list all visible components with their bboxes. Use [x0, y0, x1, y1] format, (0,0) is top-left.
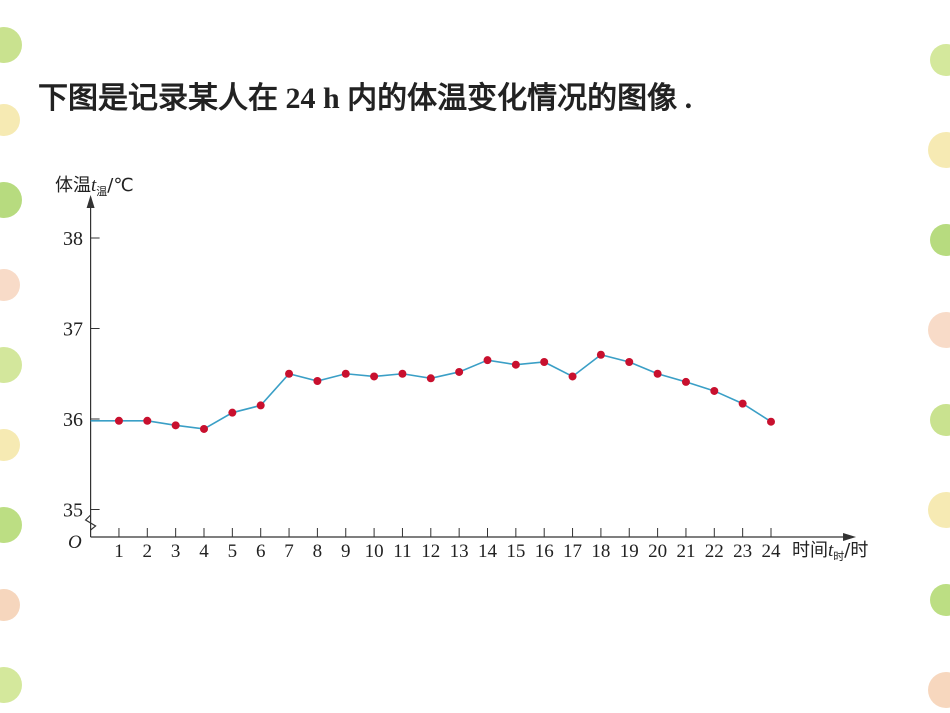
x-tick-label: 2 — [143, 541, 153, 562]
x-tick-label: 18 — [591, 541, 610, 562]
x-tick-label: 9 — [341, 541, 351, 562]
point — [114, 416, 123, 425]
x-tick-label: 22 — [705, 541, 724, 562]
point — [171, 421, 180, 430]
axis-label-part: 温 — [96, 185, 107, 198]
point — [228, 408, 237, 417]
axis-label-part: t — [91, 175, 97, 196]
x-tick-label: 3 — [171, 541, 181, 562]
point — [681, 377, 690, 386]
x-tick-label: 21 — [676, 541, 695, 562]
axis-label: 时间t时/时 — [792, 540, 868, 563]
x-tick-label: 12 — [421, 541, 440, 562]
x-tick-label: 14 — [478, 541, 498, 562]
point — [143, 416, 152, 425]
x-tick-label: 8 — [313, 541, 323, 562]
heading: 下图是记录某人在 24 h 内的体温变化情况的图像 . — [38, 81, 692, 115]
point — [256, 401, 265, 410]
point — [653, 369, 662, 378]
axis-label-part: 时 — [833, 550, 844, 563]
x-tick-label: 13 — [450, 541, 469, 562]
axis-label-part: t — [828, 540, 834, 561]
x-tick-label: 1 — [114, 541, 124, 562]
origin-label: O — [68, 532, 82, 553]
x-tick-label: 17 — [563, 541, 582, 562]
axis-label-part: /时 — [844, 540, 868, 561]
point — [568, 372, 577, 381]
y-tick-label: 37 — [63, 319, 83, 341]
x-axis-arrow — [843, 533, 857, 541]
x-tick-label: 4 — [199, 541, 209, 562]
x-tick-label: 10 — [365, 541, 384, 562]
x-tick-label: 20 — [648, 541, 667, 562]
point — [710, 386, 719, 395]
x-tick-label: 15 — [506, 541, 525, 562]
point — [625, 357, 634, 366]
x-tick-label: 23 — [733, 541, 752, 562]
point — [313, 376, 322, 385]
axis-label-part: /℃ — [107, 175, 133, 196]
point — [200, 424, 208, 433]
x-tick-label: 11 — [393, 541, 411, 562]
x-tick-label: 7 — [284, 541, 294, 562]
axis-label-part: 时间 — [792, 540, 828, 561]
x-tick-label: 19 — [620, 541, 639, 562]
y-tick-label: 38 — [63, 228, 83, 250]
line — [90, 353, 772, 430]
axis-break — [84, 514, 97, 531]
y-tick-label: 35 — [63, 500, 83, 522]
x-tick-label: 6 — [256, 541, 266, 562]
y-axis-arrow — [86, 195, 95, 208]
axis-label-part: 体温 — [55, 175, 91, 196]
point — [511, 360, 520, 369]
axis-label: 体温t温/℃ — [55, 175, 134, 198]
point — [285, 369, 294, 378]
y-tick-label: 36 — [63, 409, 83, 431]
point — [483, 356, 492, 365]
x-tick-label: 5 — [228, 541, 238, 562]
point — [398, 369, 407, 378]
point — [426, 374, 435, 383]
point — [596, 350, 605, 359]
point — [455, 367, 464, 376]
point — [738, 399, 747, 408]
point — [540, 357, 549, 366]
x-tick-label: 16 — [535, 541, 554, 562]
point — [370, 372, 379, 381]
point — [341, 369, 350, 378]
border-decoration — [0, 27, 950, 708]
point — [767, 417, 775, 426]
x-tick-label: 24 — [762, 541, 782, 562]
